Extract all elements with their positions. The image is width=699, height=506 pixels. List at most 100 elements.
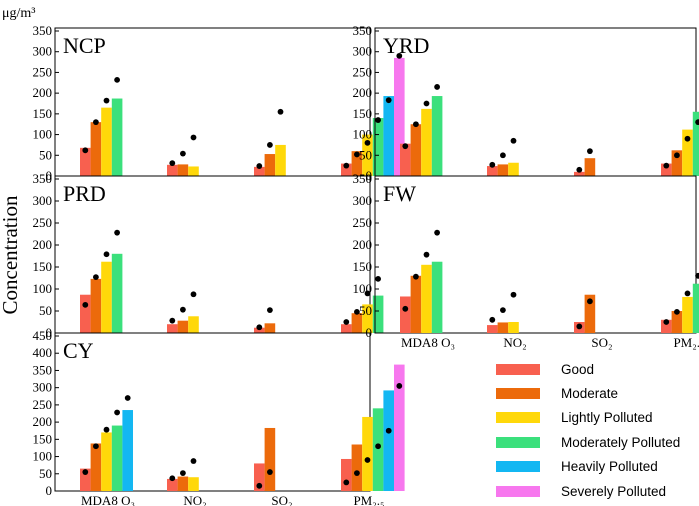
bar-cy-pm-good xyxy=(341,458,352,491)
bar-ncp-so-lightly-polluted xyxy=(275,144,286,176)
legend-swatch-severely-polluted xyxy=(496,485,540,497)
bar-fw-pm-moderate xyxy=(671,311,683,333)
dot-yrd-no-good xyxy=(489,161,496,168)
y-tick-label: 100 xyxy=(33,449,53,464)
bar-cy-mda8-o-heavily-polluted xyxy=(122,410,133,491)
y-tick-label: 350 xyxy=(33,362,53,377)
y-tick-label: 250 xyxy=(33,64,53,79)
x-tick-label-pm: PM₂.₅ xyxy=(353,493,384,506)
dot-fw-so-moderate xyxy=(587,298,593,305)
y-tick-label: 350 xyxy=(33,23,53,38)
dot-yrd-so-good xyxy=(576,166,583,173)
y-tick-label: 100 xyxy=(353,127,373,142)
dot-ncp-so-lightly-polluted xyxy=(277,108,284,115)
legend-swatch-good xyxy=(496,363,540,375)
dot-cy-pm-severely-polluted xyxy=(396,383,403,389)
dot-cy-pm-moderate xyxy=(354,470,360,476)
x-tick-label-so: SO₂ xyxy=(591,335,612,350)
bar-fw-pm-good xyxy=(661,319,672,333)
bar-ncp-pm-heavily-polluted xyxy=(383,96,394,176)
dot-ncp-no-moderate xyxy=(180,150,186,157)
dot-yrd-pm-good xyxy=(663,162,670,169)
legend-label-good: Good xyxy=(561,361,595,377)
legend-swatch-moderately-polluted xyxy=(496,436,540,448)
bar-fw-pm-lightly-polluted xyxy=(682,296,693,333)
bar-prd-mda8-o-moderately-polluted xyxy=(111,253,123,333)
bar-prd-mda8-o-good xyxy=(80,294,91,333)
bar-cy-pm-severely-polluted xyxy=(394,364,405,491)
bar-cy-no-good xyxy=(167,478,178,491)
y-tick-label: 350 xyxy=(33,171,53,186)
y-tick-label: 50 xyxy=(359,147,372,162)
dot-fw-pm-good xyxy=(663,319,670,325)
x-tick-label-no: NO₂ xyxy=(503,335,526,350)
dot-yrd-pm-moderate xyxy=(674,152,680,159)
dot-fw-pm-lightly-polluted xyxy=(684,290,691,297)
bar-cy-so-moderate xyxy=(264,427,276,491)
bar-ncp-pm-lightly-polluted xyxy=(362,134,373,176)
dot-fw-so-good xyxy=(576,323,583,330)
bar-yrd-mda8-o-moderate xyxy=(410,124,422,176)
dot-cy-so-good xyxy=(256,482,263,489)
dot-cy-mda8-o-moderate xyxy=(93,443,99,450)
dot-fw-mda8-o-good xyxy=(402,305,409,312)
bar-prd-so-good xyxy=(254,327,265,333)
bar-cy-pm-heavily-polluted xyxy=(383,390,394,491)
dot-yrd-pm-lightly-polluted xyxy=(684,135,691,142)
bar-ncp-no-lightly-polluted xyxy=(188,166,199,176)
y-tick-label: 150 xyxy=(33,431,53,446)
dot-cy-no-lightly-polluted xyxy=(190,458,197,464)
bar-ncp-pm-severely-polluted xyxy=(394,57,405,176)
dot-prd-pm-moderately-polluted xyxy=(375,275,381,282)
y-tick-label: 450 xyxy=(33,328,53,343)
dot-prd-so-moderate xyxy=(267,307,273,314)
dot-prd-mda8-o-good xyxy=(82,301,89,308)
dot-cy-mda8-o-heavily-polluted xyxy=(124,395,131,401)
legend-item-good: Good xyxy=(496,357,696,381)
dot-ncp-so-good xyxy=(256,163,263,169)
bar-ncp-no-good xyxy=(167,164,178,176)
bar-yrd-no-good xyxy=(487,166,498,176)
dot-fw-mda8-o-moderate xyxy=(413,273,419,280)
y-tick-label: 200 xyxy=(33,414,53,429)
unit-label: μg/m³ xyxy=(2,6,35,21)
dot-ncp-mda8-o-moderately-polluted xyxy=(114,76,120,83)
y-tick-label: 150 xyxy=(353,259,373,274)
y-tick-label: 250 xyxy=(353,215,373,230)
y-tick-label: 250 xyxy=(33,215,53,230)
bar-cy-so-good xyxy=(254,463,265,491)
panel-title: FW xyxy=(383,181,416,206)
bar-cy-mda8-o-good xyxy=(80,468,91,491)
y-tick-label: 50 xyxy=(39,466,52,481)
bar-cy-mda8-o-lightly-polluted xyxy=(101,432,112,491)
bar-yrd-no-moderate xyxy=(497,164,509,176)
bar-yrd-mda8-o-moderately-polluted xyxy=(431,96,443,176)
bar-cy-pm-moderately-polluted xyxy=(372,408,384,491)
bar-ncp-pm-good xyxy=(341,163,352,176)
legend-swatch-heavily-polluted xyxy=(496,461,540,473)
x-tick-label-mda8-o: MDA8 O₃ xyxy=(81,493,135,506)
bar-ncp-so-moderate xyxy=(264,154,276,176)
dot-prd-mda8-o-moderately-polluted xyxy=(114,229,120,236)
bar-cy-mda8-o-moderate xyxy=(90,443,102,491)
dot-prd-pm-lightly-polluted xyxy=(364,290,371,297)
bar-cy-mda8-o-moderately-polluted xyxy=(111,425,123,491)
dot-cy-pm-moderately-polluted xyxy=(375,443,381,450)
bar-ncp-mda8-o-lightly-polluted xyxy=(101,107,112,176)
dot-ncp-pm-good xyxy=(343,162,350,169)
legend-item-lightly-polluted: Lightly Polluted xyxy=(496,406,696,430)
dot-prd-mda8-o-lightly-polluted xyxy=(103,251,110,258)
dot-ncp-so-moderate xyxy=(267,142,273,148)
y-tick-label: 200 xyxy=(353,237,373,252)
y-tick-label: 200 xyxy=(33,85,53,100)
dot-cy-so-moderate xyxy=(267,469,273,475)
bar-fw-no-good xyxy=(487,325,498,333)
x-tick-label-pm: PM₂.₅ xyxy=(673,335,699,350)
dot-cy-pm-good xyxy=(343,479,350,486)
bar-cy-no-lightly-polluted xyxy=(188,477,199,491)
dot-cy-mda8-o-lightly-polluted xyxy=(103,426,110,433)
x-tick-label-no: NO₂ xyxy=(183,493,206,506)
y-tick-label: 150 xyxy=(353,106,373,121)
bar-prd-pm-moderate xyxy=(351,313,363,333)
